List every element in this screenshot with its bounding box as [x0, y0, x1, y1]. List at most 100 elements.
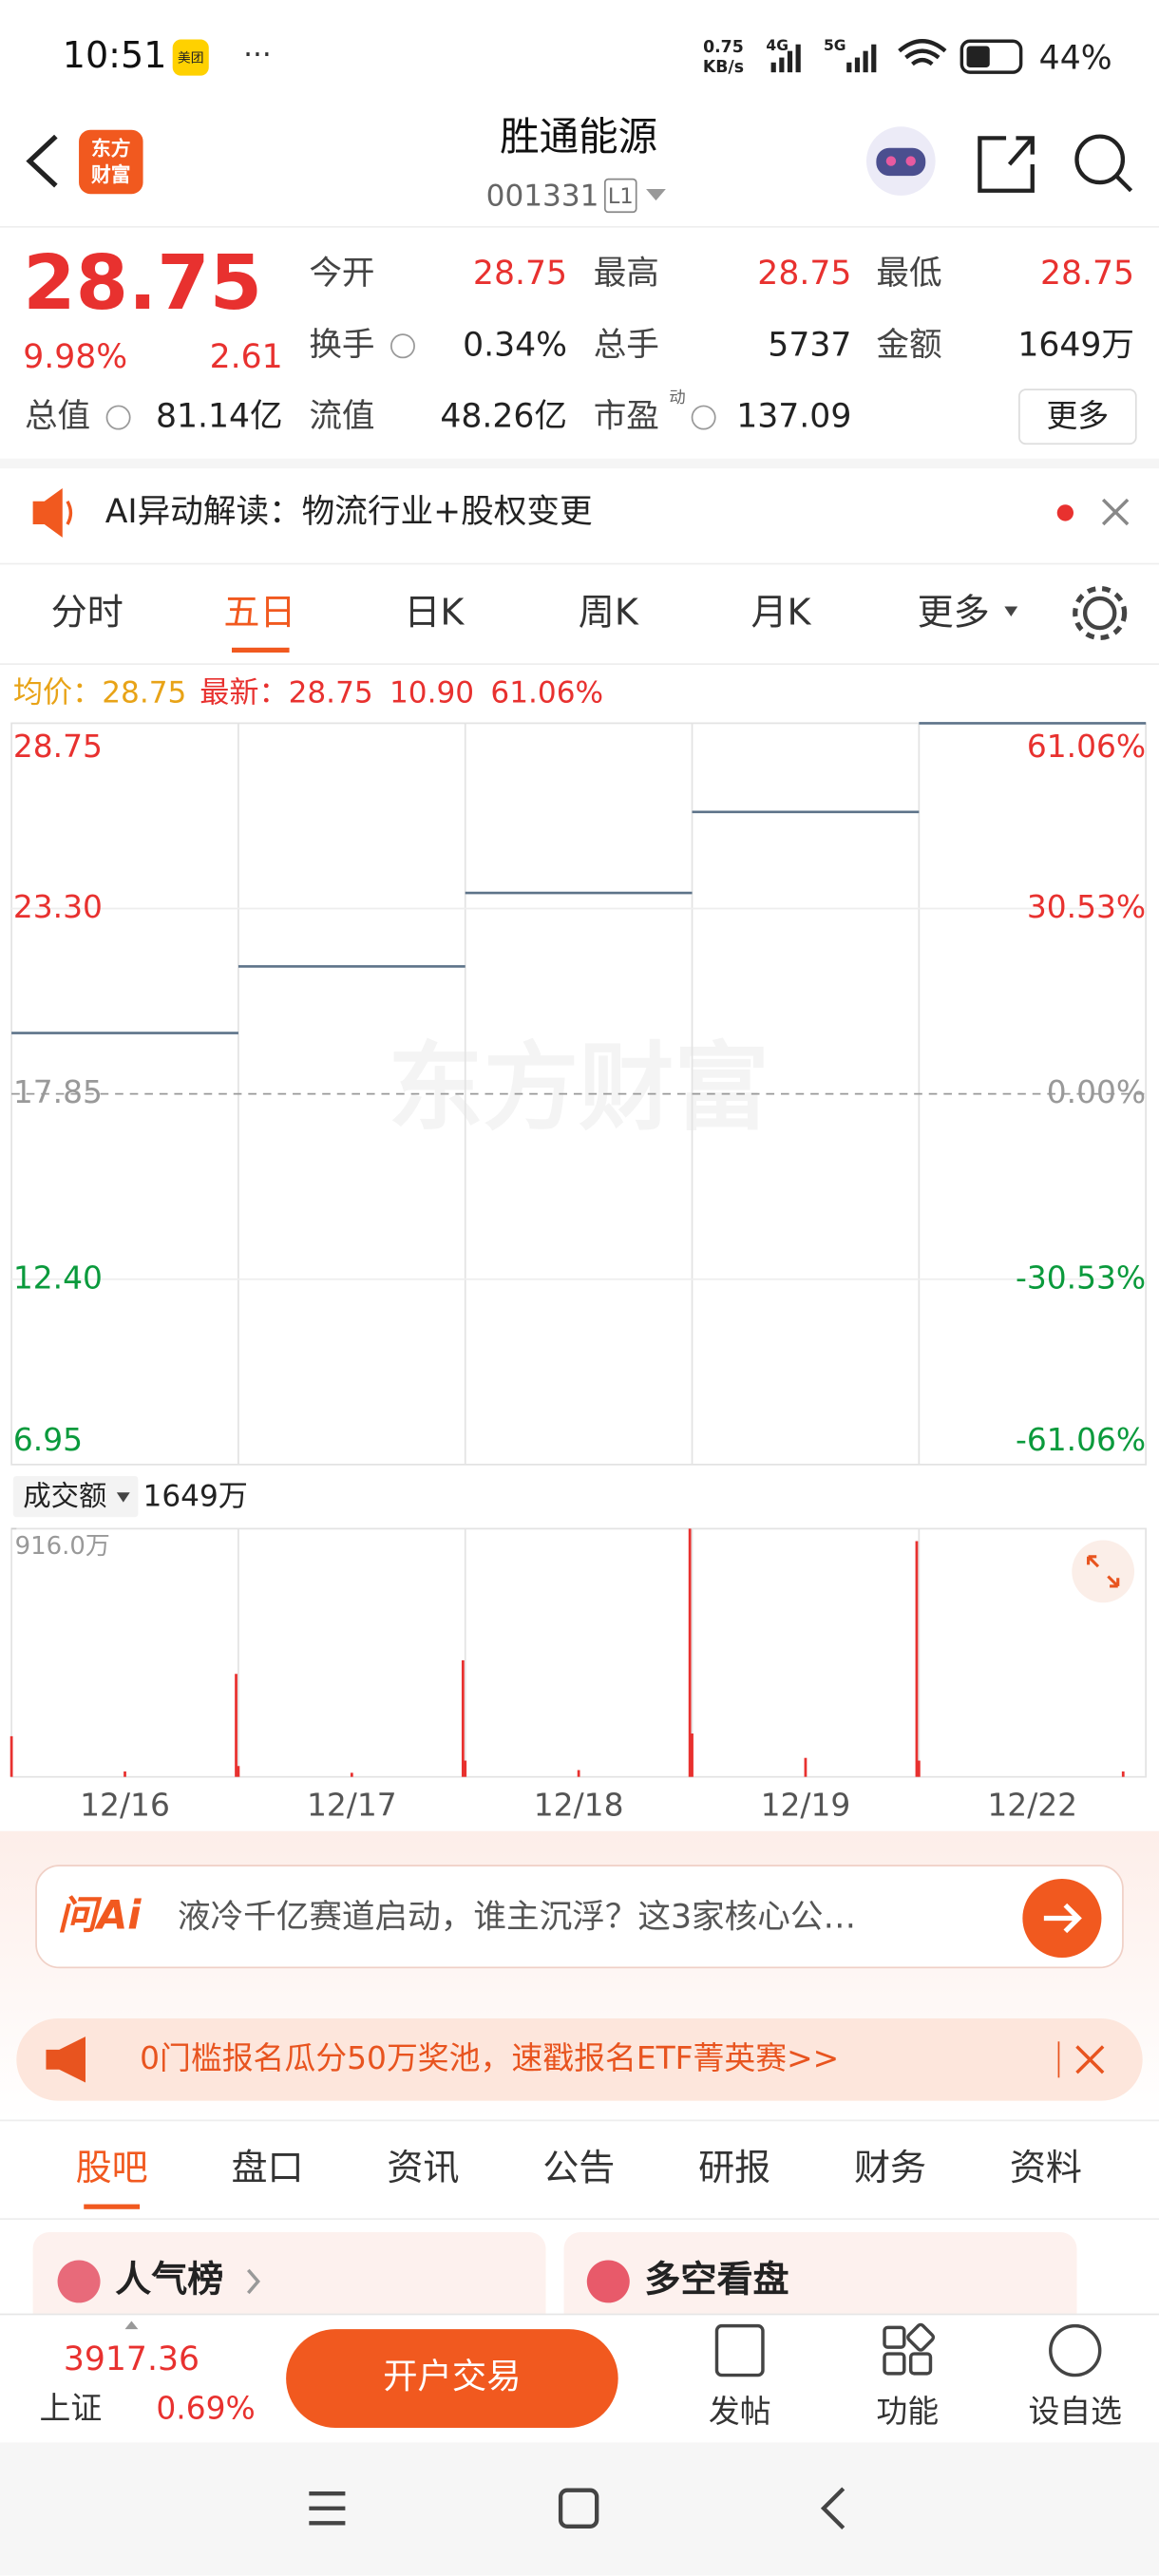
volume-bar: [10, 1735, 13, 1777]
footer-action[interactable]: 设自选: [1028, 2393, 1122, 2430]
y-tick-label: 23.30: [13, 888, 103, 925]
more-button[interactable]: [1018, 388, 1137, 445]
volume-bar: [124, 1771, 126, 1777]
net-unit: KB/s: [703, 58, 744, 77]
x-tick-label: 12/16: [80, 1786, 170, 1823]
card-title[interactable]: 人气榜: [115, 2258, 223, 2300]
card-title[interactable]: 多空看盘: [644, 2258, 788, 2300]
field-value: 137.09: [736, 398, 851, 436]
index-toggle[interactable]: [124, 2320, 139, 2330]
field-value: 0.34%: [463, 326, 567, 364]
chart-tab[interactable]: 分时: [51, 592, 124, 634]
bottom-tab[interactable]: 公告: [542, 2147, 615, 2188]
bottom-tab[interactable]: 资讯: [387, 2147, 459, 2188]
card[interactable]: [32, 2232, 546, 2331]
footer-action[interactable]: 功能: [876, 2393, 939, 2430]
func-icon[interactable]: [883, 2325, 906, 2349]
info-icon[interactable]: [691, 405, 716, 430]
x-tick-label: 12/17: [307, 1786, 397, 1823]
func-icon: [908, 2352, 933, 2376]
chart-tab[interactable]: 日K: [404, 592, 465, 634]
field-label: 市盈: [594, 398, 659, 436]
chart-tab[interactable]: 月K: [750, 592, 811, 634]
footer-action[interactable]: 发帖: [709, 2393, 771, 2430]
price: 28.75: [23, 238, 262, 327]
avg-label: 均价：: [13, 675, 102, 710]
separator: [0, 458, 1159, 469]
bottom-tab[interactable]: 研报: [698, 2147, 770, 2188]
close-banner[interactable]: [1101, 498, 1130, 526]
volume-bar: [915, 1541, 919, 1777]
field-value: 48.26亿: [440, 398, 567, 436]
search-handle: [1114, 174, 1133, 193]
volume-bar: [461, 1660, 465, 1777]
promo-bar[interactable]: [16, 2018, 1143, 2101]
trade-button-text[interactable]: 开户交易: [383, 2356, 521, 2396]
latest-change-pct: 61.06%: [490, 675, 603, 710]
footer-actions: 发帖 功能 设自选: [709, 2393, 1122, 2430]
field-value: 1649万: [1017, 326, 1134, 364]
field-label: 流值: [309, 398, 374, 436]
watermark: 东方财富: [388, 1032, 769, 1144]
index-value[interactable]: 3917.36: [64, 2340, 200, 2378]
volume-dropdown[interactable]: [116, 1492, 130, 1503]
expand-button[interactable]: [1072, 1540, 1135, 1603]
bottom-tab[interactable]: 财务: [854, 2147, 926, 2188]
nav-back[interactable]: [820, 2487, 846, 2530]
volume-bar: [691, 1733, 694, 1777]
promo-close[interactable]: [1075, 2045, 1105, 2074]
x-tick-label: 12/18: [534, 1786, 624, 1823]
net-5g: 5G: [824, 37, 846, 54]
volume-label[interactable]: 成交额: [23, 1480, 106, 1512]
tab-dropdown[interactable]: [1004, 606, 1018, 616]
nav-bar: [0, 2442, 1159, 2576]
net-4g: 4G: [766, 37, 788, 54]
card[interactable]: [563, 2232, 1077, 2331]
nav-menu[interactable]: [309, 2491, 346, 2526]
back-button[interactable]: [26, 134, 58, 188]
watch-icon[interactable]: [1049, 2323, 1102, 2377]
bottom-tab[interactable]: 资料: [1010, 2147, 1082, 2188]
info-icon[interactable]: [105, 405, 131, 430]
chart-tab[interactable]: 五日: [223, 592, 295, 634]
index-change[interactable]: 0.69%: [156, 2389, 255, 2426]
index-name[interactable]: 上证: [40, 2389, 103, 2426]
signal-icon-2: [846, 44, 877, 73]
info-icon[interactable]: [390, 333, 415, 359]
latest-value: 28.75: [289, 675, 373, 710]
price-chart: 6.95 12.40 17.85 23.30 28.75 -61.06% -30.53% 0.…: [10, 722, 1148, 1823]
code-dropdown[interactable]: [646, 189, 666, 201]
promo-text[interactable]: 0门槛报名瓜分50万奖池，速戳报名ETF菁英赛>>: [140, 2039, 839, 2076]
ai-banner-text[interactable]: AI异动解读：物流行业+股权变更: [105, 493, 593, 531]
y2-tick-label: 61.06%: [1027, 728, 1146, 765]
promo-icon: [46, 2036, 86, 2083]
y-tick-label: 28.75: [13, 728, 103, 765]
ai-avatar-face: [876, 147, 926, 177]
field-mark: 动: [669, 388, 685, 407]
bottom-tab[interactable]: 盘口: [231, 2147, 303, 2188]
ask-text[interactable]: 液冷千亿赛道启动，谁主沉浮？这3家核心公…: [178, 1898, 856, 1936]
signal-icon: [770, 44, 801, 73]
post-icon[interactable]: [714, 2323, 765, 2377]
logo: [79, 129, 143, 195]
ask-arrow: [1043, 1903, 1082, 1934]
search-button[interactable]: [1074, 134, 1126, 185]
bottom-tab[interactable]: 股吧: [76, 2147, 148, 2188]
volume-selector[interactable]: [12, 1475, 139, 1518]
card-icon: [586, 2260, 630, 2303]
trade-button[interactable]: [286, 2329, 618, 2428]
volume-bar: [235, 1674, 238, 1777]
more-button-text[interactable]: 更多: [1046, 397, 1109, 434]
chart-tab[interactable]: 周K: [579, 592, 639, 634]
chart-tabs: 分时 五日 日K 周K 月K 更多: [51, 592, 990, 653]
ask-logo: 问Ai: [58, 1891, 142, 1938]
chart-tab[interactable]: 更多: [918, 592, 990, 634]
nav-home[interactable]: [558, 2488, 599, 2529]
share-button[interactable]: [978, 136, 1035, 193]
status-more: ···: [243, 38, 272, 72]
alert-dot: [1056, 504, 1074, 521]
ask-box[interactable]: [35, 1865, 1124, 1969]
settings-button[interactable]: [1082, 596, 1117, 631]
